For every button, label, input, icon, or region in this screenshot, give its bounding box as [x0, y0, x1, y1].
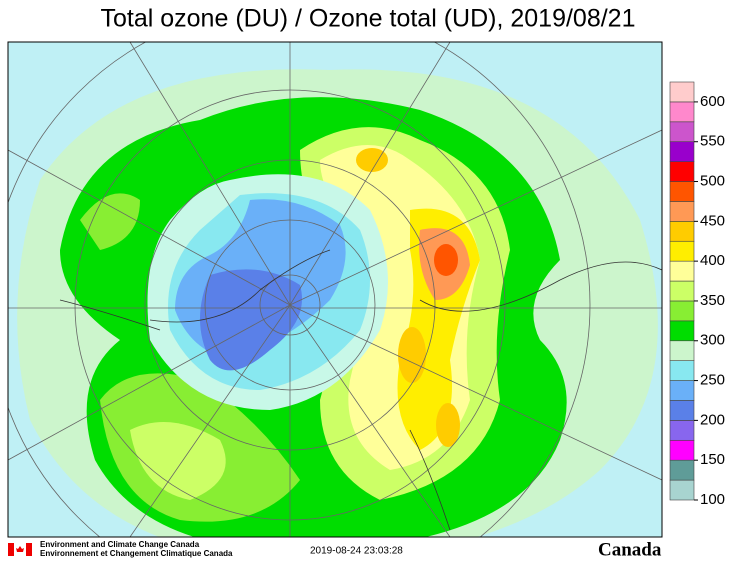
- colorbar-swatch: [669, 201, 695, 222]
- colorbar-tick-label: 200: [700, 411, 725, 428]
- title: Total ozone (DU) / Ozone total (UD), 201…: [101, 5, 636, 33]
- colorbar: 100 150 200 250 300 350 400 450 500 550 600: [669, 81, 725, 508]
- colorbar-tick-label: 450: [700, 212, 725, 229]
- colorbar-swatch: [669, 221, 695, 242]
- colorbar-swatch: [669, 161, 695, 182]
- colorbar-tick-label: 100: [700, 491, 725, 508]
- colorbar-swatch: [669, 420, 695, 441]
- agency-en: Environment and Climate Change Canada: [40, 540, 200, 549]
- colorbar-tick-label: 550: [700, 133, 725, 150]
- colorbar-swatch: [669, 380, 695, 401]
- colorbar-swatch: [669, 479, 695, 501]
- colorbar-swatch: [669, 459, 695, 481]
- colorbar-swatch: [669, 320, 695, 342]
- colorbar-swatch: [669, 280, 695, 302]
- map: [8, 42, 662, 537]
- colorbar-swatch: [669, 300, 695, 322]
- colorbar-swatch: [669, 101, 695, 123]
- colorbar-tick-label: 350: [700, 292, 725, 309]
- timestamp: 2019-08-24 23:03:28: [310, 546, 403, 557]
- colorbar-swatch: [669, 121, 695, 143]
- colorbar-swatch: [669, 81, 695, 103]
- colorbar-tick-label: 300: [700, 332, 725, 349]
- colorbar-swatch: [669, 240, 695, 262]
- agency-fr: Environnement et Changement Climatique C…: [40, 549, 233, 558]
- colorbar-swatch: [669, 439, 695, 461]
- colorbar-swatch: [669, 260, 695, 282]
- colorbar-tick-label: 250: [700, 372, 725, 389]
- colorbar-tick-label: 600: [700, 93, 725, 110]
- colorbar-swatch: [669, 141, 695, 162]
- colorbar-swatch: [669, 340, 695, 361]
- colorbar-tick-label: 400: [700, 252, 725, 269]
- colorbar-tick-label: 500: [700, 172, 725, 189]
- colorbar-tick-label: 150: [700, 451, 725, 468]
- colorbar-swatch: [669, 360, 695, 381]
- map-frame: [7, 41, 663, 538]
- colorbar-swatch: [669, 400, 695, 421]
- colorbar-swatch: [669, 181, 695, 202]
- flag-icon: [8, 543, 32, 556]
- wordmark: Canada: [598, 539, 662, 560]
